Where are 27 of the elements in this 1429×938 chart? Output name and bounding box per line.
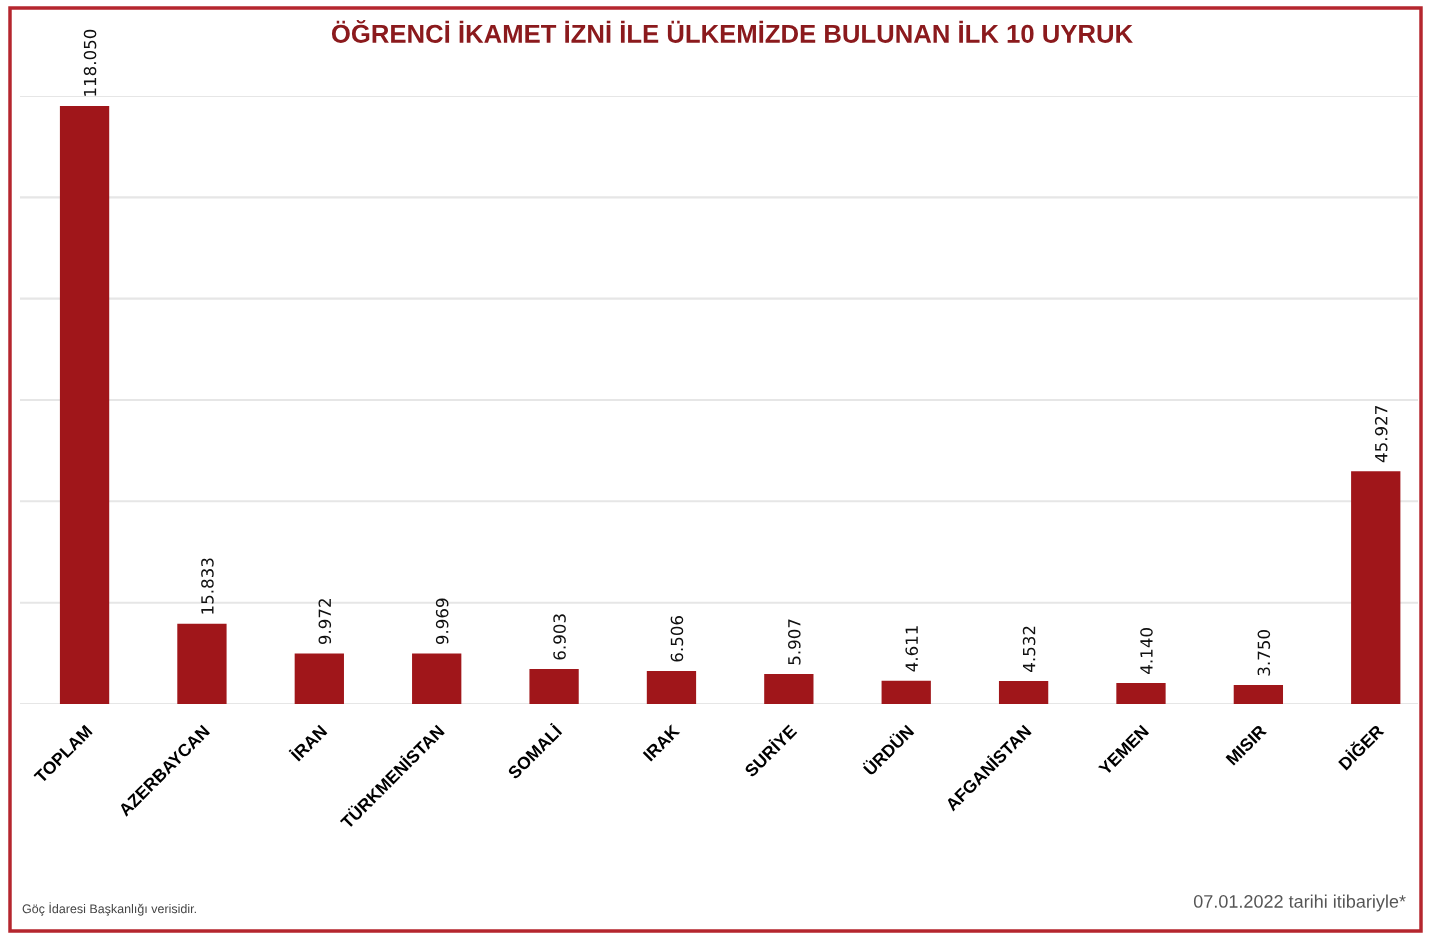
text: 07.01.2022 tarihi itibariyle*	[1193, 894, 1406, 912]
bar	[177, 623, 227, 704]
data-label: 45.927	[1374, 406, 1388, 463]
data-label: 5.907	[788, 619, 801, 665]
bar	[1233, 685, 1284, 704]
data-label: 6.506	[670, 616, 684, 662]
data-label: 15.833	[201, 558, 214, 614]
bar	[764, 674, 814, 704]
data-label: 4.532	[1022, 626, 1036, 672]
data-label: 9.972	[318, 599, 332, 645]
chart-title: ÖĞRENCİ İKAMET İZNİ İLE ÜLKEMİZDE BULUNAN İLK 10 UYRUK	[331, 19, 1133, 43]
text: Göç İdaresi Başkanlığı verisidir.	[22, 902, 196, 916]
bar	[1116, 683, 1166, 704]
data-label: 6.903	[553, 614, 566, 660]
data-label: 4.140	[1140, 628, 1153, 674]
data-label: 118.050	[83, 29, 97, 96]
bar	[646, 671, 697, 704]
bar	[59, 105, 110, 704]
bar	[1351, 471, 1401, 704]
bar	[998, 681, 1049, 704]
data-label: 9.969	[435, 598, 449, 645]
data-label: 4.611	[905, 626, 918, 672]
bar	[529, 669, 579, 704]
bar	[294, 653, 344, 704]
data-label: 3.750	[1257, 630, 1271, 676]
bar	[881, 680, 931, 704]
bar	[412, 653, 462, 704]
